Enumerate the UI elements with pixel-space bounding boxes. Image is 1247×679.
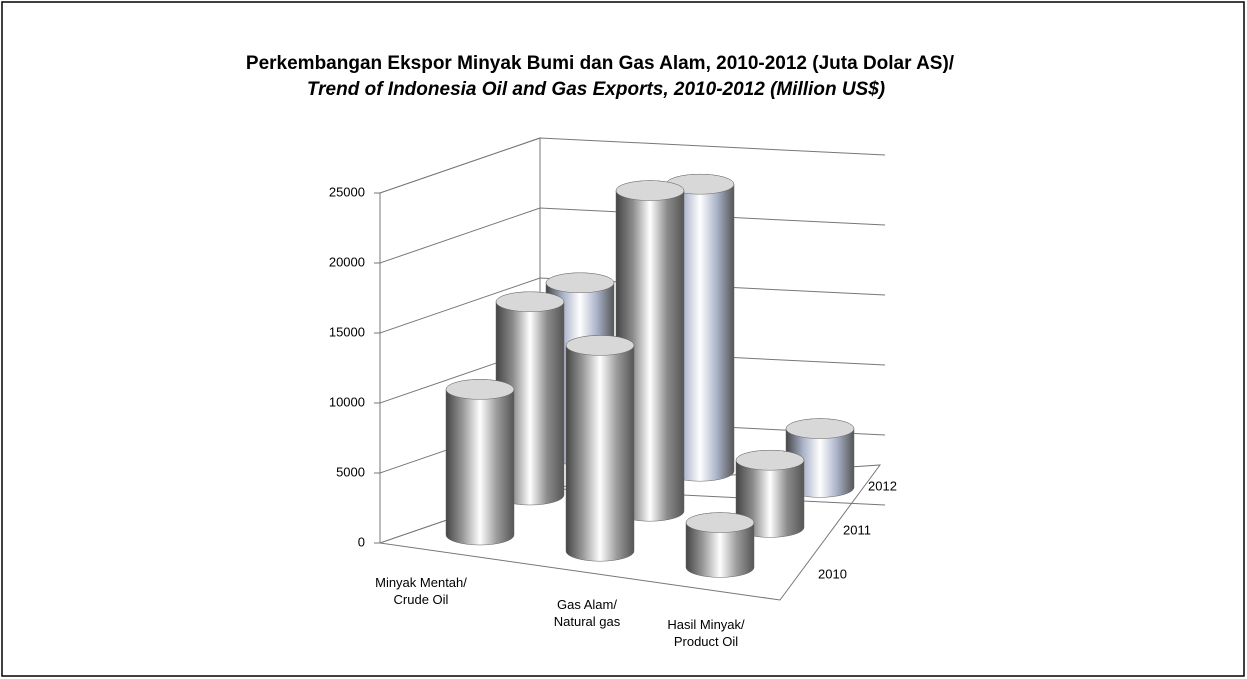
y-tick-label: 5000 [336,464,365,479]
cylinder-top [785,418,855,439]
grid-line [379,207,886,264]
cylinder-top [495,291,565,313]
cylinder-top [735,449,805,471]
x-tick-label: Hasil Minyak/Product Oil [667,617,745,649]
y-tick-label: 15000 [329,324,365,339]
depth-label: 2012 [868,478,897,493]
cylinder-top [445,379,515,400]
cylinder-top [685,512,755,533]
depth-label: 2010 [818,566,847,581]
chart-subtitle: Trend of Indonesia Oil and Gas Exports, … [307,79,885,100]
x-tick-label: Minyak Mentah/Crude Oil [375,575,467,607]
depth-label: 2011 [843,522,871,537]
cylinder-top [615,180,685,201]
y-tick-label: 25000 [329,184,365,199]
x-tick-label: Gas Alam/Natural gas [554,597,621,629]
cylinder-top [545,272,615,294]
chart-title: Perkembangan Ekspor Minyak Bumi dan Gas … [246,53,955,74]
y-tick-label: 10000 [329,394,365,409]
y-tick-label: 0 [358,534,365,549]
cylinder-body [565,335,635,562]
grid-line [379,277,886,334]
grid-line [379,137,886,194]
cylinder-body [445,379,515,546]
cylinder-top [565,335,635,356]
y-tick-label: 20000 [329,254,365,269]
